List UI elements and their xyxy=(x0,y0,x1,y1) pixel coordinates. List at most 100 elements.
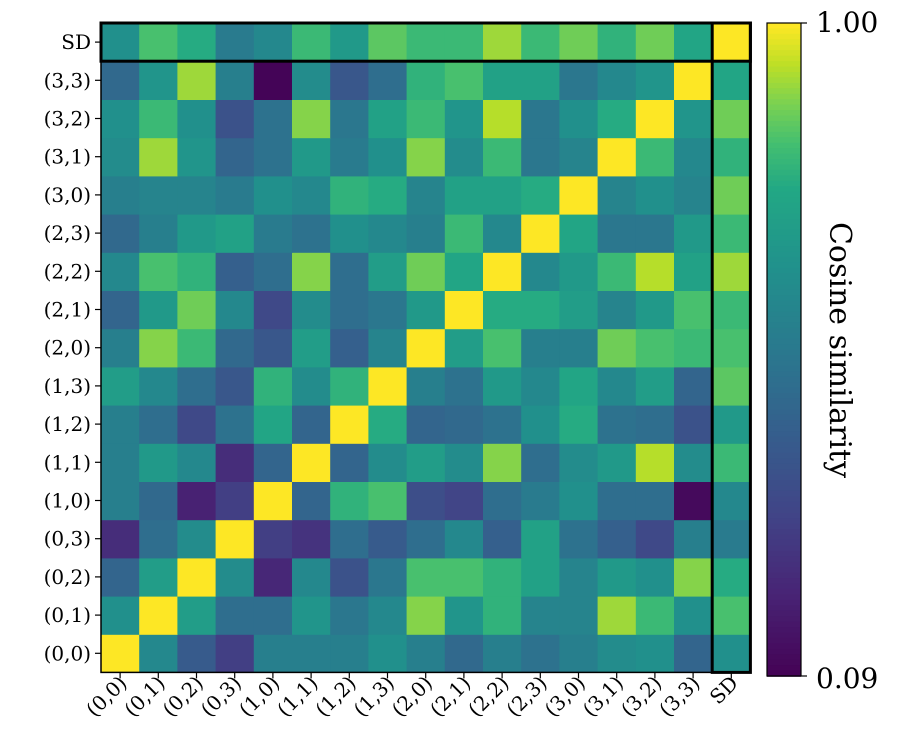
heatmap-cell xyxy=(521,175,560,215)
heatmap-cell xyxy=(253,405,293,444)
heatmap-cell xyxy=(674,443,713,482)
heatmap-cell xyxy=(368,557,408,597)
heatmap-cell xyxy=(177,366,217,406)
heatmap-cell xyxy=(712,23,751,62)
heatmap-cell xyxy=(177,328,217,368)
heatmap-cell xyxy=(215,137,255,177)
colorbar-segment xyxy=(767,278,801,285)
heatmap-cell xyxy=(635,23,675,62)
colorbar-segment xyxy=(767,66,801,73)
heatmap-cell xyxy=(139,252,178,291)
heatmap-cell xyxy=(139,366,178,406)
colorbar-segment xyxy=(767,387,801,394)
heatmap-cell xyxy=(215,61,255,100)
colorbar-segment xyxy=(767,28,801,35)
colorbar-segment xyxy=(767,550,801,558)
colorbar-segment xyxy=(767,262,801,269)
heatmap-cell xyxy=(292,290,331,330)
colorbar-segment xyxy=(767,344,801,351)
heatmap-cell xyxy=(292,137,331,177)
colorbar-segment xyxy=(767,311,801,318)
colorbar-segment xyxy=(767,594,801,601)
colorbar-segment xyxy=(767,523,801,530)
heatmap-cell xyxy=(444,61,484,100)
heatmap-cell xyxy=(406,366,446,406)
heatmap-cell xyxy=(674,137,713,177)
heatmap-cells xyxy=(101,23,751,673)
heatmap-cell xyxy=(177,23,217,62)
colorbar-segment xyxy=(767,202,801,209)
colorbar-segment xyxy=(767,300,801,307)
heatmap-cell xyxy=(177,214,217,253)
colorbar-segment xyxy=(767,496,801,503)
heatmap-cell xyxy=(635,252,675,291)
colorbar-segment xyxy=(767,50,801,57)
heatmap-cell xyxy=(597,328,637,368)
x-tick-label: (2,3) xyxy=(501,671,552,722)
heatmap-cell xyxy=(253,252,293,291)
colorbar-frame xyxy=(766,22,802,677)
heatmap-cell xyxy=(712,175,751,215)
heatmap-cell xyxy=(521,366,560,406)
colorbar-segment xyxy=(767,137,801,144)
heatmap-cell xyxy=(483,23,522,62)
x-tick-label: (3,2) xyxy=(616,671,667,722)
heatmap-cell xyxy=(292,634,331,673)
heatmap-cell xyxy=(406,519,446,559)
heatmap-cell xyxy=(521,290,560,330)
heatmap-cell xyxy=(101,443,140,482)
heatmap-cell xyxy=(330,214,369,253)
heatmap-cell xyxy=(292,61,331,100)
heatmap-cell xyxy=(368,61,408,100)
heatmap-cell xyxy=(674,481,713,521)
colorbar-segment xyxy=(767,501,801,509)
y-tick-label: (0,1) xyxy=(44,603,91,627)
colorbar-segment xyxy=(767,431,801,438)
colorbar-segment xyxy=(767,349,801,356)
y-tick-label: (2,2) xyxy=(44,259,91,283)
heatmap-cell xyxy=(635,596,675,635)
heatmap-cell xyxy=(674,366,713,406)
heatmap-cell xyxy=(101,137,140,177)
colorbar-segment xyxy=(767,251,801,258)
colorbar-segment xyxy=(767,159,801,166)
heatmap-cell xyxy=(559,634,599,673)
heatmap-cell xyxy=(330,23,369,62)
heatmap-cell xyxy=(674,175,713,215)
colorbar-segment xyxy=(767,621,801,628)
heatmap-cell xyxy=(712,99,751,139)
heatmap-cell xyxy=(101,252,140,291)
heatmap-cell xyxy=(559,328,599,368)
heatmap-cell xyxy=(368,405,408,444)
colorbar-segment xyxy=(767,485,801,492)
heatmap-cell xyxy=(712,634,751,673)
heatmap-cell xyxy=(330,99,369,139)
heatmap-cell xyxy=(215,23,255,62)
x-tick-label: (2,0) xyxy=(387,671,438,722)
heatmap-cell xyxy=(521,328,560,368)
heatmap-cell xyxy=(444,596,484,635)
heatmap-cell xyxy=(635,328,675,368)
colorbar-segment xyxy=(767,480,801,487)
heatmap-cell xyxy=(559,99,599,139)
heatmap-cell xyxy=(674,405,713,444)
heatmap-cell xyxy=(483,481,522,521)
x-tick-label: (3,0) xyxy=(540,671,591,722)
heatmap-cell xyxy=(253,214,293,253)
heatmap-cell xyxy=(292,443,331,482)
colorbar-segment xyxy=(767,256,801,264)
heatmap-cell xyxy=(292,328,331,368)
x-tick-label: (0,0) xyxy=(81,671,132,722)
heatmap-cell xyxy=(521,137,560,177)
heatmap-cell xyxy=(368,596,408,635)
heatmap-cell xyxy=(215,290,255,330)
heatmap-cell xyxy=(712,596,751,635)
colorbar-segment xyxy=(767,180,801,188)
heatmap-cell xyxy=(101,519,140,559)
heatmap-cell xyxy=(483,328,522,368)
heatmap-cell xyxy=(253,328,293,368)
colorbar-segment xyxy=(767,382,801,389)
heatmap-cell xyxy=(559,214,599,253)
heatmap-cell xyxy=(712,214,751,253)
heatmap-cell xyxy=(406,328,446,368)
